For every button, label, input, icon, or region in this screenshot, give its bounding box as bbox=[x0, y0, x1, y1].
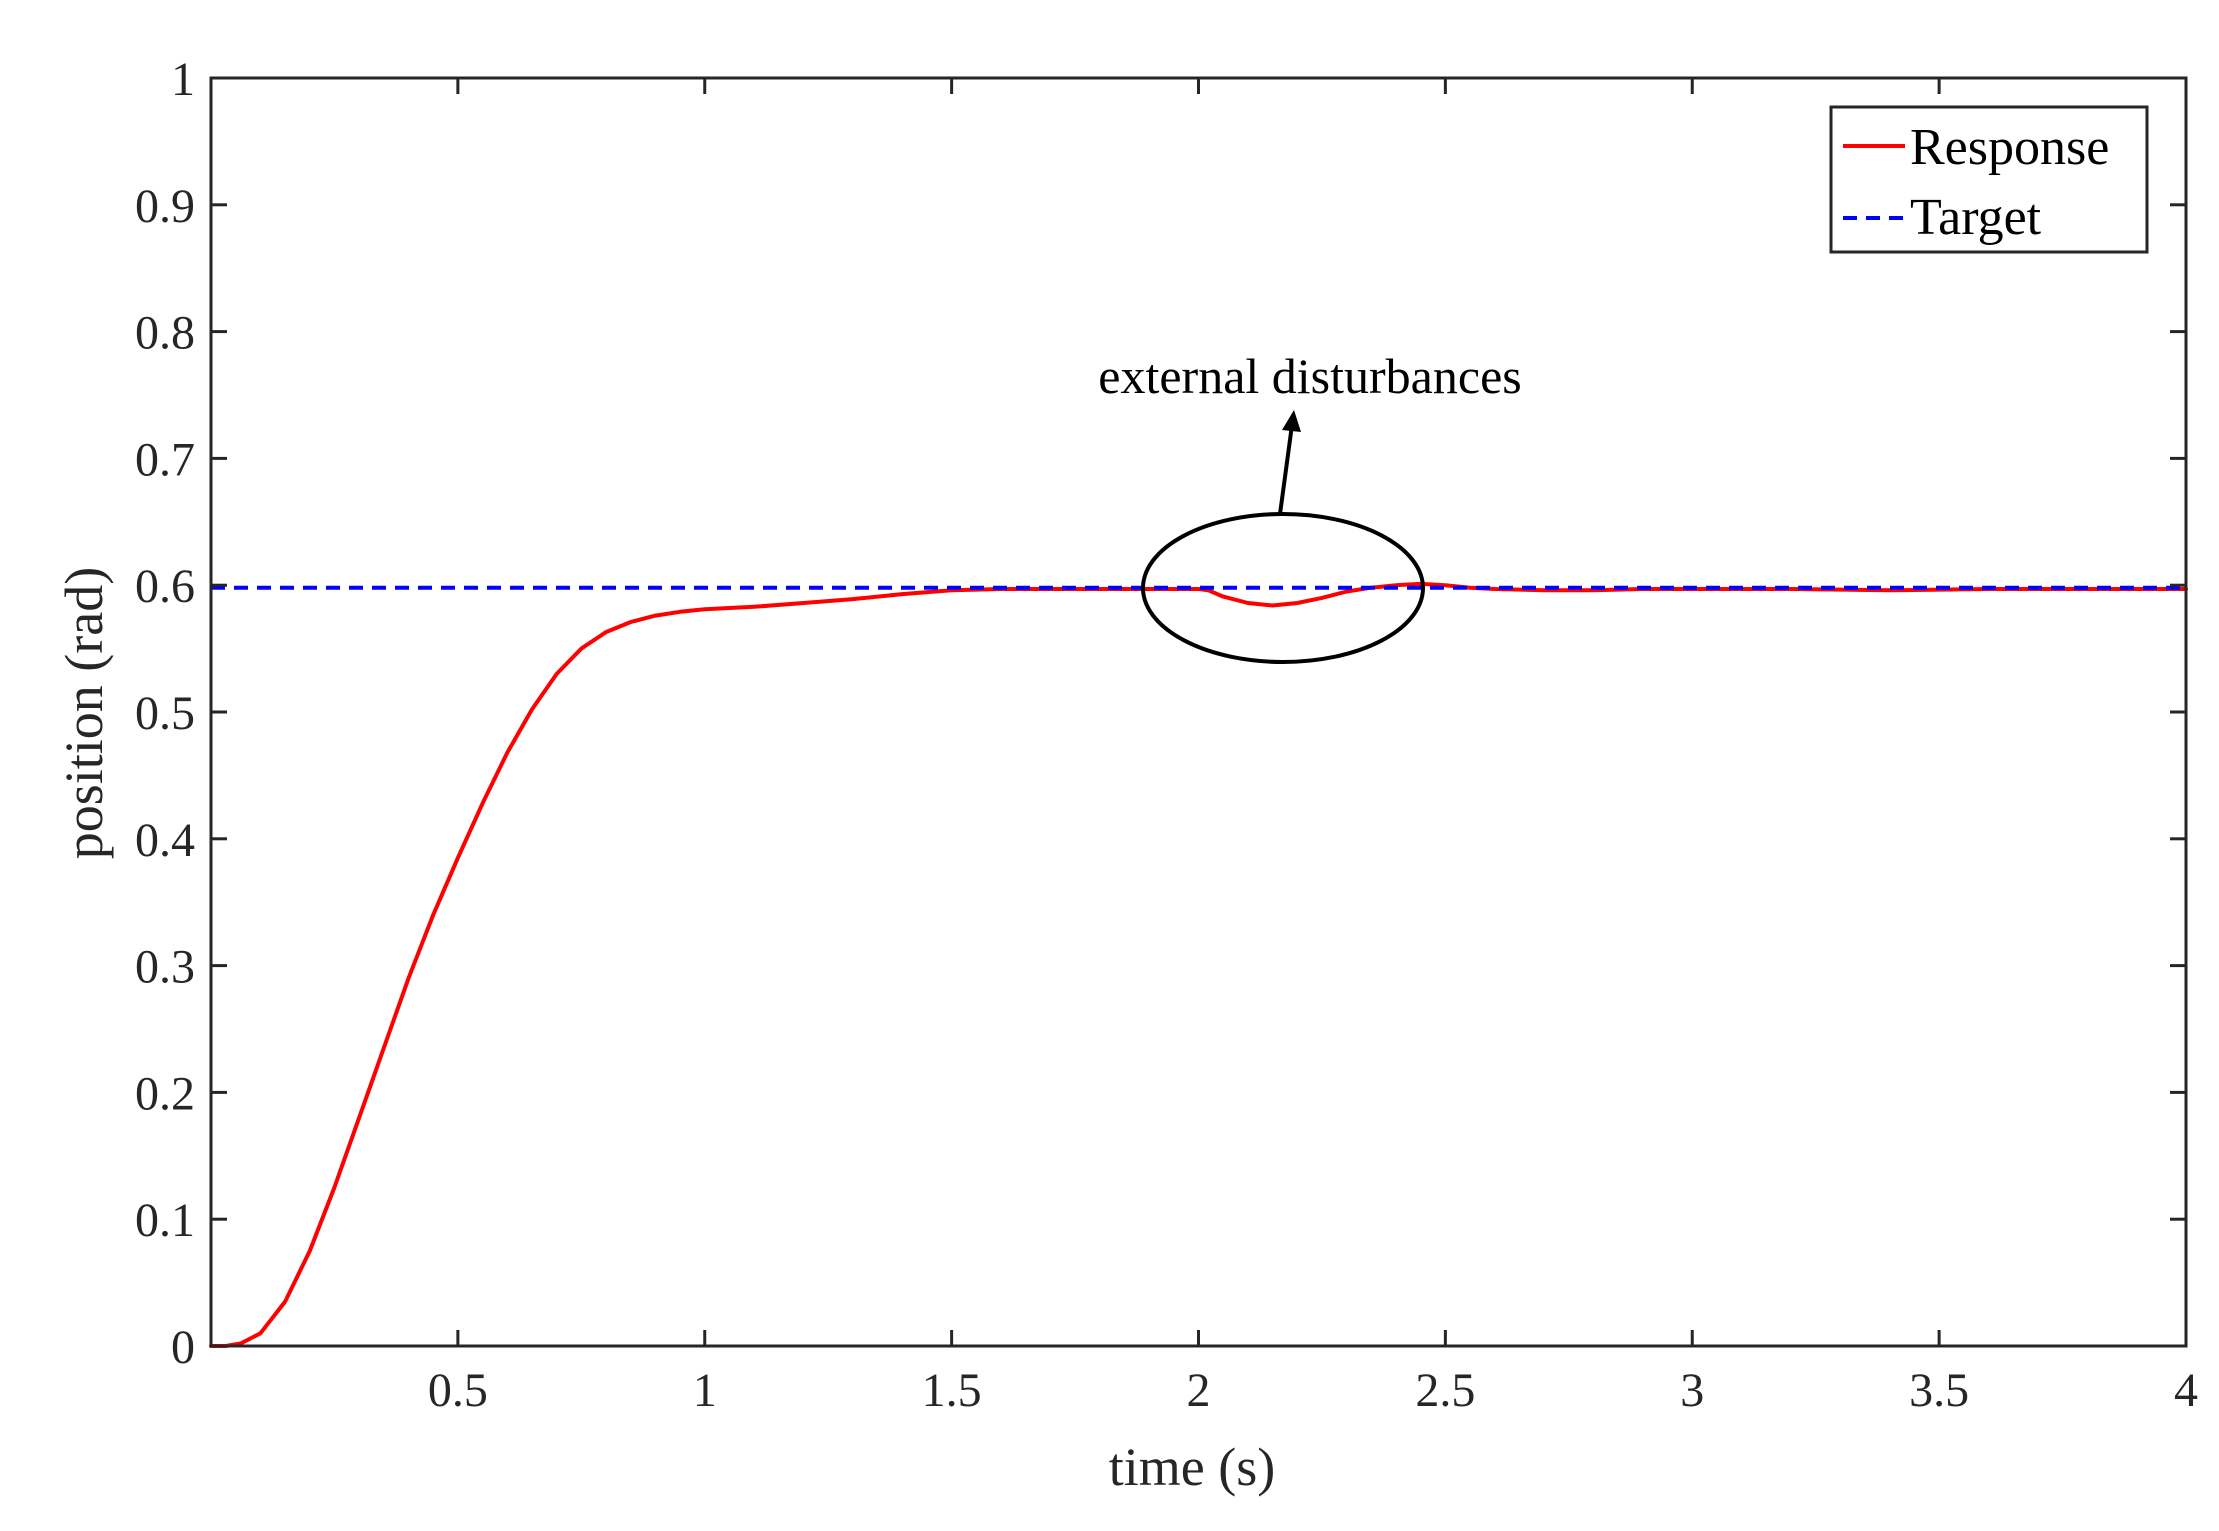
y-tick-label: 0.1 bbox=[135, 1194, 195, 1247]
x-tick-label: 2.5 bbox=[1415, 1364, 1475, 1417]
annotation: external disturbances bbox=[1098, 348, 1522, 664]
legend: Response Target bbox=[1829, 105, 2149, 254]
y-tick-label: 0.3 bbox=[135, 941, 195, 994]
axis-ticks bbox=[211, 76, 2188, 1348]
y-tick-label: 0.8 bbox=[135, 307, 195, 360]
y-tick-label: 0.2 bbox=[135, 1067, 195, 1120]
y-axis-label: position (rad) bbox=[54, 567, 114, 859]
legend-label-target: Target bbox=[1910, 189, 2042, 246]
y-tick-label: 1 bbox=[171, 53, 195, 106]
y-tick-label: 0.4 bbox=[135, 814, 195, 867]
x-tick-label: 4 bbox=[2174, 1364, 2198, 1417]
x-axis-label: time (s) bbox=[1109, 1437, 1275, 1497]
y-tick-label: 0.6 bbox=[135, 560, 195, 613]
legend-label-response: Response bbox=[1910, 119, 2109, 176]
annotation-arrow-head bbox=[1282, 410, 1301, 432]
x-tick-label: 3.5 bbox=[1909, 1364, 1969, 1417]
y-tick-label: 0.5 bbox=[135, 687, 195, 740]
annotation-ellipse bbox=[1141, 512, 1425, 664]
tick-labels: 0.5 1 1.5 2 2.5 3 3.5 4 0 0.1 0.2 0.3 0.4 0.5 0.6 0.7 0.… bbox=[135, 53, 2198, 1417]
series-line-response bbox=[209, 581, 2188, 1348]
x-tick-label: 1 bbox=[693, 1364, 717, 1417]
y-tick-label: 0.9 bbox=[135, 180, 195, 233]
x-tick-label: 0.5 bbox=[428, 1364, 488, 1417]
y-tick-label: 0 bbox=[171, 1321, 195, 1374]
annotation-arrow-shaft bbox=[1278, 424, 1294, 515]
x-tick-label: 3 bbox=[1680, 1364, 1704, 1417]
x-tick-label: 1.5 bbox=[922, 1364, 982, 1417]
legend-box bbox=[1829, 105, 2149, 254]
annotation-text: external disturbances bbox=[1098, 348, 1521, 404]
y-tick-label: 0.7 bbox=[135, 433, 195, 486]
x-tick-label: 2 bbox=[1187, 1364, 1211, 1417]
